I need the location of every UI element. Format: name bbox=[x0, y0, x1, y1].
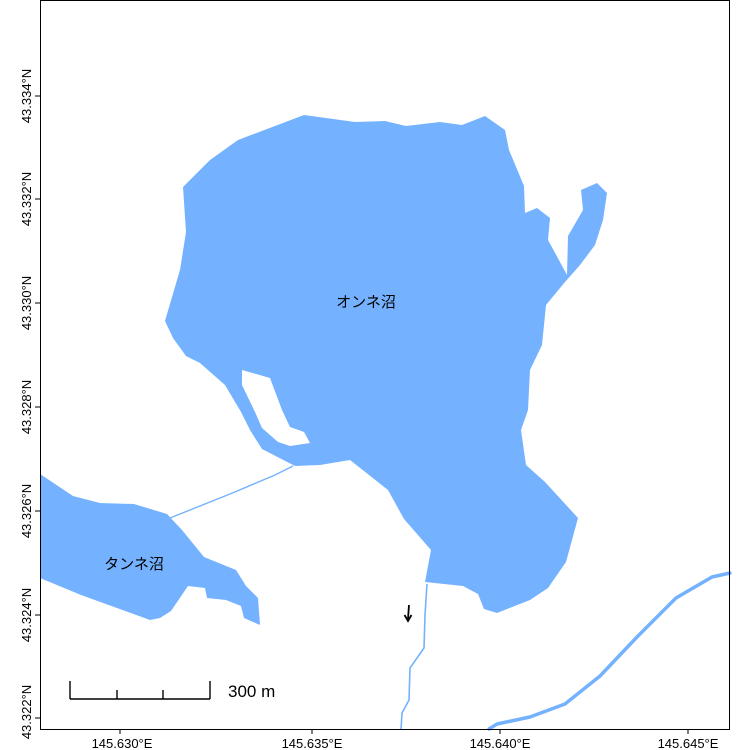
x-tick-label: 145.635°E bbox=[282, 736, 343, 750]
y-axis: 43.322°N 43.324°N 43.326°N 43.328°N 43.3… bbox=[19, 69, 40, 739]
outflow-stream bbox=[400, 583, 428, 731]
lake-label-onne-numa: オンネ沼 bbox=[336, 294, 396, 311]
lake-tanne-numa bbox=[40, 474, 260, 625]
y-tick-label: 43.326°N bbox=[19, 484, 34, 538]
channel-between-lakes bbox=[169, 465, 294, 519]
x-axis: 145.630°E 145.635°E 145.640°E 145.645°E bbox=[92, 729, 719, 750]
y-tick-label: 43.332°N bbox=[19, 172, 34, 226]
y-tick-label: 43.322°N bbox=[19, 685, 34, 739]
x-tick-label: 145.640°E bbox=[470, 736, 531, 750]
river bbox=[487, 571, 732, 731]
y-tick-label: 43.324°N bbox=[19, 588, 34, 642]
scale-bar: 300 m bbox=[69, 681, 275, 701]
lake-label-tanne-numa: タンネ沼 bbox=[104, 556, 164, 573]
y-tick-label: 43.330°N bbox=[19, 276, 34, 330]
x-tick-label: 145.645°E bbox=[658, 736, 719, 750]
y-tick-label: 43.328°N bbox=[19, 380, 34, 434]
x-tick-label: 145.630°E bbox=[92, 736, 153, 750]
scale-bar-label: 300 m bbox=[228, 682, 275, 701]
lake-onne-numa bbox=[165, 115, 607, 613]
y-tick-label: 43.334°N bbox=[19, 69, 34, 123]
map-frame bbox=[40, 0, 730, 730]
north-arrow-icon bbox=[403, 604, 413, 623]
